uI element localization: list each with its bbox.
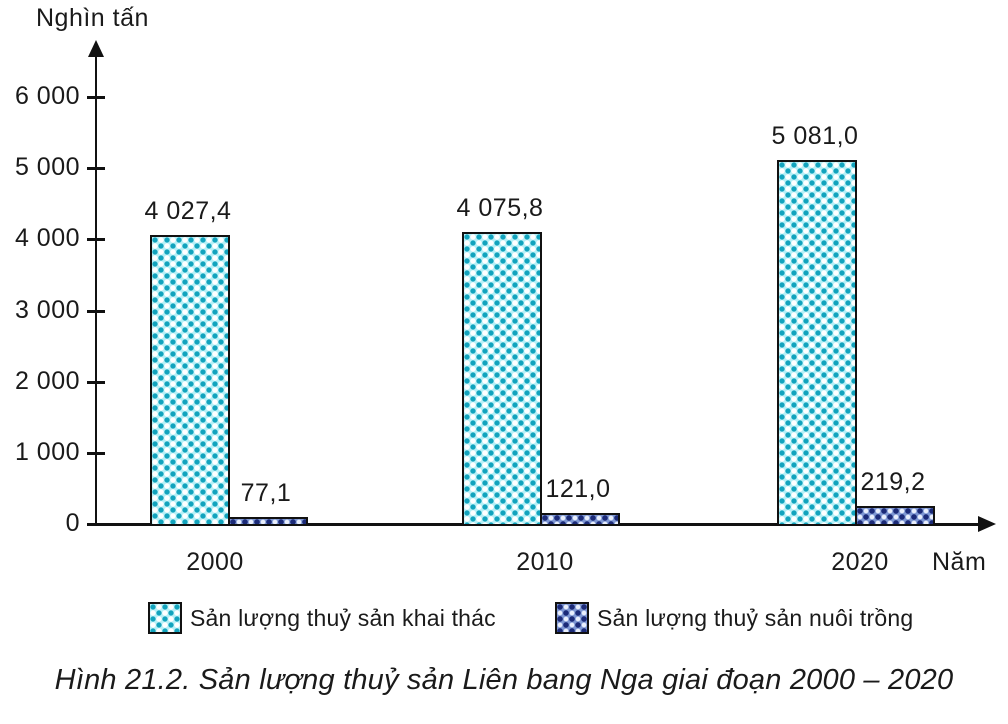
legend-item-khai-thac: Sản lượng thuỷ sản khai thác [148,602,496,634]
y-tick-mark [87,380,105,384]
value-label: 219,2 [860,468,926,496]
bar-nuoi-trong-2000 [228,517,308,526]
value-label: 121,0 [545,475,611,503]
y-axis-title: Nghìn tấn [36,4,149,32]
x-tick-label-2020: 2020 [831,548,889,576]
bar-nuoi-trong-2010 [540,513,620,526]
y-tick-label: 4 000 [14,224,80,253]
x-axis-title: Năm [932,548,987,576]
legend-swatch-icon [148,602,182,634]
y-tick-label: 6 000 [14,82,80,110]
legend-label: Sản lượng thuỷ sản khai thác [190,604,496,631]
figure-caption: Hình 21.2. Sản lượng thuỷ sản Liên bang … [54,664,954,696]
y-tick-mark [87,451,105,455]
legend-swatch-icon [555,602,589,634]
y-axis-line [95,52,97,526]
x-tick-label-2010: 2010 [516,548,574,576]
legend-label: Sản lượng thuỷ sản nuôi trồng [597,604,914,631]
y-axis-arrow-icon [88,40,104,57]
y-tick-label: 1 000 [14,437,80,466]
bar-khai-thac-2010 [462,232,542,526]
bar-nuoi-trong-2020 [855,506,935,526]
y-tick-mark [87,238,105,242]
bar-khai-thac-2020 [777,160,857,526]
y-tick-mark [87,309,105,313]
y-tick-label: 3 000 [14,295,80,324]
value-label: 4 075,8 [456,194,544,222]
x-tick-label-2000: 2000 [186,548,244,576]
value-label: 4 027,4 [144,197,232,225]
x-axis-arrow-icon [978,516,996,532]
y-tick-label: 5 000 [14,153,80,182]
y-tick-mark [87,523,105,526]
value-label: 5 081,0 [771,122,859,150]
y-tick-label: 2 000 [14,366,80,395]
legend-item-nuoi-trong: Sản lượng thuỷ sản nuôi trồng [555,602,913,634]
y-tick-mark [87,167,105,171]
value-label: 77,1 [240,479,292,507]
y-tick-mark [87,96,105,99]
bar-khai-thac-2000 [150,235,230,526]
y-tick-label: 0 [65,509,80,537]
